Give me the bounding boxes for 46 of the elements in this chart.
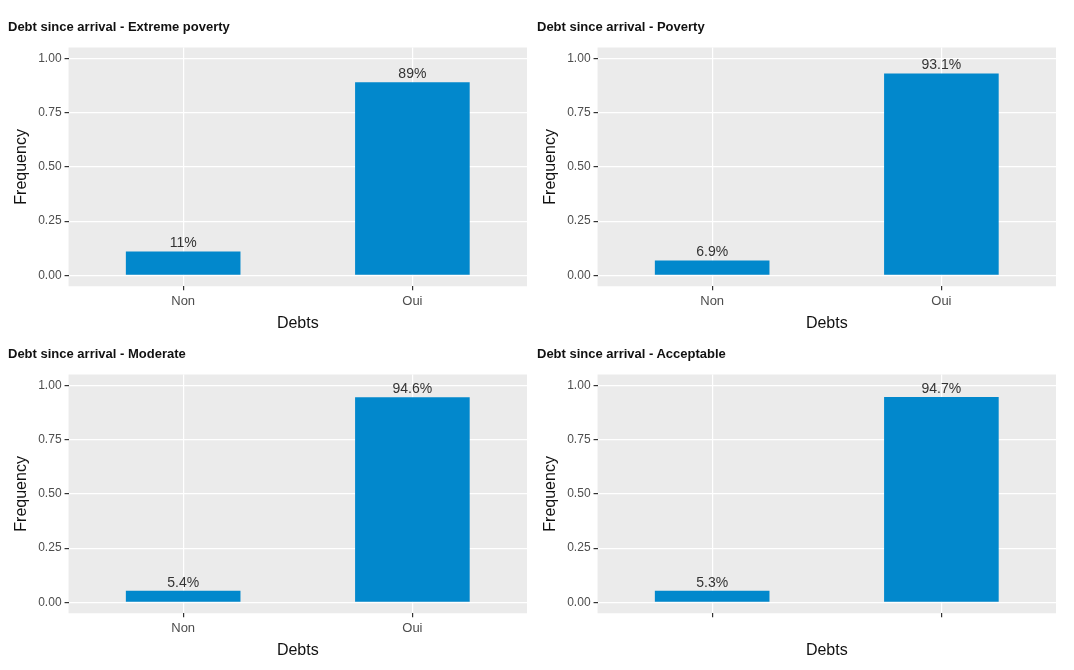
y-tick-label: 0.75 (567, 431, 591, 446)
data-label: 94.7% (921, 379, 962, 396)
y-tick-label: 0.75 (38, 431, 62, 446)
y-tick-label: 0.00 (567, 267, 591, 282)
y-tick-label: 0.50 (567, 486, 591, 501)
data-label: 94.6% (392, 380, 433, 397)
data-label: 6.9% (696, 243, 729, 260)
x-tick-label: Non (171, 292, 196, 308)
y-tick-label: 0.50 (38, 159, 62, 174)
y-tick-label: 0.75 (38, 104, 62, 119)
x-axis-title: Debts (276, 640, 319, 658)
chart-title: Debt since arrival - Poverty (537, 19, 706, 35)
data-label: 5.3% (696, 573, 729, 590)
x-tick-label: Oui (402, 292, 423, 308)
x-tick-label: Non (700, 292, 725, 308)
y-axis-title: Frequency (12, 456, 30, 532)
x-tick-label: Oui (931, 292, 952, 308)
chart-title: Debt since arrival - Moderate (8, 346, 186, 362)
x-axis-title: Debts (805, 640, 848, 658)
chart-title: Debt since arrival - Extreme poverty (8, 19, 231, 35)
y-tick-label: 0.75 (567, 104, 591, 119)
y-tick-label: 1.00 (38, 50, 62, 65)
y-tick-label: 1.00 (567, 377, 591, 392)
data-label: 89% (398, 65, 427, 82)
y-tick-label: 0.25 (38, 213, 62, 228)
y-tick-label: 0.25 (567, 213, 591, 228)
y-tick-label: 0.25 (38, 540, 62, 555)
y-tick-label: 1.00 (567, 50, 591, 65)
y-tick-label: 0.00 (567, 594, 591, 609)
x-axis-title: Debts (276, 313, 319, 331)
y-tick-label: 0.50 (38, 486, 62, 501)
y-tick-label: 0.25 (567, 540, 591, 555)
y-tick-label: 0.00 (38, 267, 62, 282)
y-axis-title: Frequency (12, 129, 30, 205)
y-axis-title: Frequency (541, 129, 559, 205)
data-label: 5.4% (167, 573, 200, 590)
chart-title: Debt since arrival - Acceptable (537, 346, 726, 362)
x-axis-title: Debts (805, 313, 848, 331)
x-tick-label: Oui (402, 619, 423, 635)
y-tick-label: 0.00 (38, 594, 62, 609)
x-tick-label: Non (171, 619, 196, 635)
y-tick-label: 0.50 (567, 159, 591, 174)
data-label: 11% (169, 234, 197, 251)
data-label: 93.1% (921, 56, 962, 73)
y-axis-title: Frequency (541, 456, 559, 532)
y-tick-label: 1.00 (38, 377, 62, 392)
